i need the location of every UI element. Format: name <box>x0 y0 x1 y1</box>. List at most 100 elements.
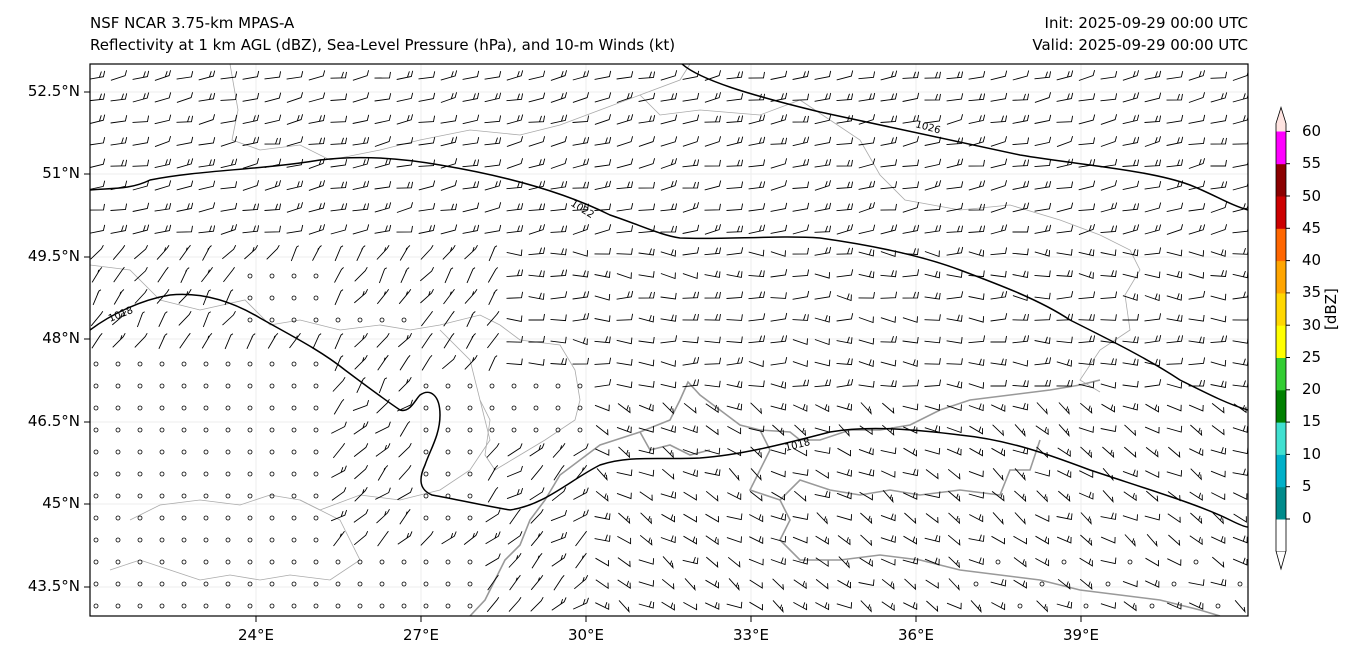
wind-barb <box>858 158 876 169</box>
wind-barb <box>466 267 476 284</box>
wind-barb <box>1166 249 1183 257</box>
wind-barb <box>418 92 436 102</box>
wind-barb <box>334 333 344 350</box>
wind-barb <box>858 224 876 235</box>
wind-barb <box>179 244 191 261</box>
wind-barb <box>1123 491 1137 502</box>
wind-barb <box>440 180 458 191</box>
wind-barb <box>770 70 788 80</box>
calm-wind-circle <box>401 317 407 323</box>
wind-barb <box>618 512 631 525</box>
wind-barb <box>1012 159 1030 167</box>
calm-wind-circle <box>203 383 209 389</box>
wind-barb <box>1100 180 1118 191</box>
calm-wind-circle <box>313 405 319 411</box>
wind-barb <box>1012 270 1029 279</box>
wind-barb <box>528 335 545 343</box>
colorbar-segment <box>1276 486 1286 520</box>
wind-barb <box>1234 600 1246 614</box>
wind-barb <box>154 158 172 169</box>
wind-barb <box>1012 380 1029 388</box>
wind-barb <box>286 202 304 213</box>
wind-barb <box>1013 535 1027 545</box>
wind-barb <box>594 357 612 365</box>
wind-barb <box>331 465 347 478</box>
wind-barb <box>1144 271 1161 279</box>
wind-barb <box>881 470 896 478</box>
calm-wind-circle <box>137 405 143 411</box>
wind-barb <box>286 71 304 80</box>
calm-wind-circle <box>269 383 275 389</box>
wind-barb <box>660 249 677 257</box>
wind-barb <box>463 531 479 545</box>
isobar-1022 <box>90 156 1248 411</box>
wind-barb <box>903 491 918 500</box>
wind-barb <box>946 404 962 412</box>
wind-barb <box>1166 381 1183 389</box>
wind-barb <box>113 266 125 283</box>
wind-barb <box>573 443 589 457</box>
wind-barb <box>660 425 676 433</box>
wind-barb <box>924 379 942 387</box>
wind-barb <box>376 508 390 524</box>
wind-barb <box>705 513 719 523</box>
calm-wind-circle <box>291 471 297 477</box>
wind-barb <box>552 442 566 458</box>
wind-barb <box>1034 114 1052 124</box>
wind-barb <box>1144 136 1162 147</box>
wind-barb <box>1232 425 1248 433</box>
wind-barb <box>198 180 216 191</box>
wind-barb <box>968 180 986 191</box>
calm-wind-circle <box>291 405 297 411</box>
wind-barb <box>1034 249 1051 257</box>
wind-barb <box>332 376 346 392</box>
wind-barb <box>573 597 589 610</box>
wind-barb <box>1122 136 1140 146</box>
wind-barb <box>572 250 589 257</box>
wind-barb <box>836 358 853 366</box>
wind-barb <box>836 93 854 102</box>
wind-barb <box>1036 446 1049 459</box>
wind-barb <box>728 468 740 482</box>
wind-barb <box>572 70 590 81</box>
calm-wind-circle <box>115 361 121 367</box>
calm-wind-circle <box>313 427 319 433</box>
wind-barb <box>134 288 148 304</box>
wind-barb <box>507 443 523 457</box>
wind-barb <box>1166 270 1183 279</box>
wind-barb <box>638 115 656 124</box>
calm-wind-circle <box>269 405 275 411</box>
wind-barb <box>1122 248 1139 257</box>
wind-barb <box>198 202 216 213</box>
wind-barb <box>1034 136 1052 147</box>
calm-wind-circle <box>181 361 187 367</box>
wind-barb <box>353 531 369 546</box>
wind-barb <box>1188 203 1206 212</box>
wind-barb <box>594 293 611 301</box>
wind-barb <box>1122 336 1139 344</box>
wind-barb <box>704 136 722 147</box>
calm-wind-circle <box>159 537 165 543</box>
wind-barb <box>1035 558 1050 567</box>
wind-barb <box>330 137 348 145</box>
wind-barb <box>1211 492 1226 501</box>
wind-barb <box>398 464 412 480</box>
wind-barb <box>418 180 436 191</box>
wind-barb <box>396 114 414 125</box>
calm-wind-circle <box>401 581 407 587</box>
calm-wind-circle <box>137 559 143 565</box>
wind-barb <box>748 224 766 235</box>
wind-barb <box>1100 249 1117 257</box>
calm-wind-circle <box>379 559 385 565</box>
wind-barb <box>528 158 546 169</box>
wind-barb <box>1167 558 1182 567</box>
wind-barb <box>575 552 587 569</box>
wind-barb <box>594 159 612 168</box>
wind-barb <box>178 288 192 304</box>
wind-barb <box>1100 314 1117 321</box>
lon-label: 33°E <box>732 626 770 644</box>
calm-wind-circle <box>203 581 209 587</box>
wind-barb <box>704 313 721 321</box>
wind-barb <box>264 71 282 80</box>
calm-wind-circle <box>313 273 319 279</box>
